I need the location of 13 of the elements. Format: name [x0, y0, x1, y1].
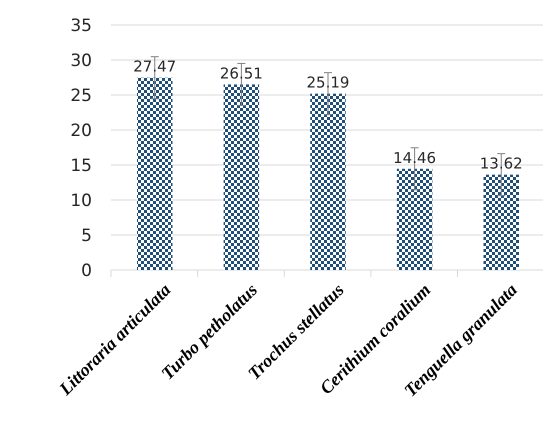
bar: [483, 174, 520, 270]
bar: [224, 84, 260, 270]
y-tick-label: 15: [70, 156, 92, 176]
y-tick-label: 30: [70, 50, 92, 71]
y-tick-label: 5: [81, 226, 92, 246]
y-tick-label: 25: [70, 86, 92, 106]
bar: [310, 94, 346, 270]
bar: [396, 168, 432, 270]
bar: [136, 78, 173, 270]
y-tick-label: 0: [81, 260, 92, 281]
y-tick-label: 20: [70, 120, 92, 141]
y-tick-label: 35: [70, 16, 92, 36]
y-tick-label: 10: [70, 190, 92, 211]
